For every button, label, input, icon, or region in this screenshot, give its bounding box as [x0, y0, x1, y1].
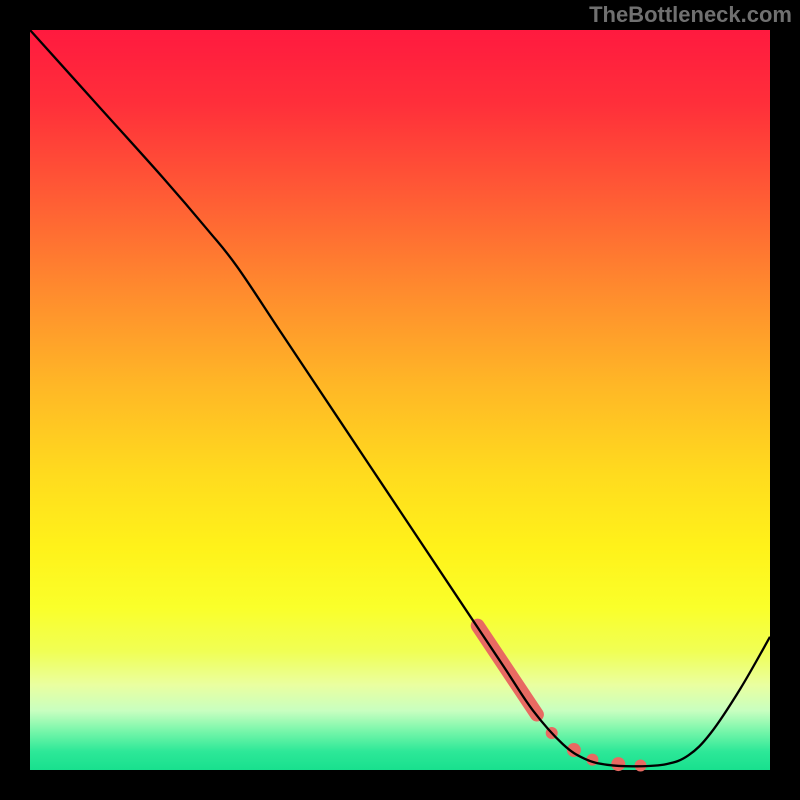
plot-background — [30, 30, 770, 770]
chart-svg — [0, 0, 800, 800]
chart-canvas: TheBottleneck.com — [0, 0, 800, 800]
marker-dot — [611, 757, 625, 771]
watermark-text: TheBottleneck.com — [589, 2, 792, 28]
